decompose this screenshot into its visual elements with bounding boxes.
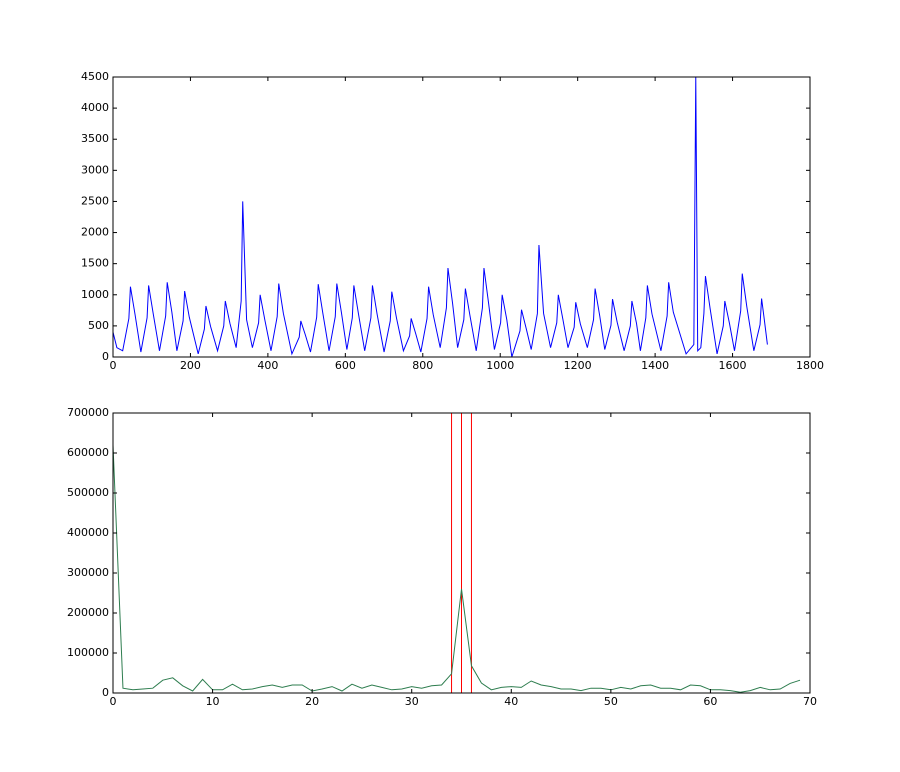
x-tick-label: 400: [257, 359, 278, 372]
x-tick-label: 1600: [719, 359, 747, 372]
y-tick-label: 2000: [81, 226, 109, 239]
x-tick-label: 0: [110, 695, 117, 708]
data-line: [112, 76, 768, 358]
y-tick-label: 1500: [81, 257, 109, 270]
x-tick-label: 40: [504, 695, 518, 708]
x-tick-label: 1000: [486, 359, 514, 372]
x-tick-label: 30: [405, 695, 419, 708]
y-tick-label: 500: [88, 319, 109, 332]
x-tick-label: 20: [305, 695, 319, 708]
y-tick-label: 200000: [67, 606, 109, 619]
y-tick-label: 100000: [67, 646, 109, 659]
y-tick-label: 0: [102, 686, 109, 699]
x-tick-label: 10: [206, 695, 220, 708]
x-tick-label: 0: [110, 359, 117, 372]
y-tick-label: 4000: [81, 101, 109, 114]
x-tick-label: 50: [604, 695, 618, 708]
y-tick-label: 300000: [67, 566, 109, 579]
y-tick-label: 4500: [81, 70, 109, 83]
x-tick-label: 1200: [564, 359, 592, 372]
y-tick-label: 1000: [81, 288, 109, 301]
y-tick-label: 0: [102, 350, 109, 363]
y-tick-label: 400000: [67, 526, 109, 539]
y-tick-label: 3000: [81, 163, 109, 176]
x-tick-label: 1800: [796, 359, 824, 372]
axes-frame: [112, 76, 811, 358]
x-tick-label: 600: [335, 359, 356, 372]
y-tick-label: 2500: [81, 194, 109, 207]
y-tick-label: 3500: [81, 132, 109, 145]
x-tick-label: 200: [180, 359, 201, 372]
data-line: [112, 444, 801, 693]
x-tick-label: 70: [803, 695, 817, 708]
x-tick-label: 800: [412, 359, 433, 372]
axes-frame: [112, 412, 811, 694]
y-tick-label: 700000: [67, 406, 109, 419]
x-tick-label: 60: [703, 695, 717, 708]
x-tick-label: 1400: [641, 359, 669, 372]
y-tick-label: 600000: [67, 446, 109, 459]
y-tick-label: 500000: [67, 486, 109, 499]
